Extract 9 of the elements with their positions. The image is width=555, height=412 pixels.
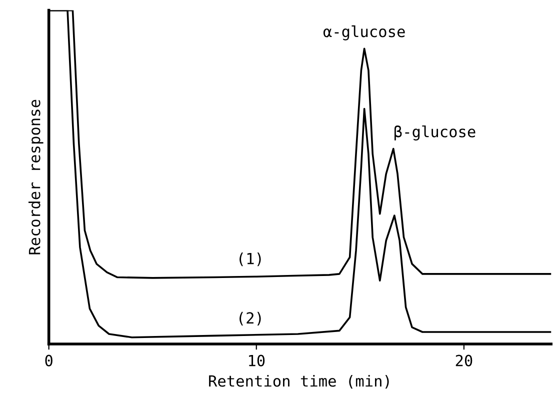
x-axis-title: Retention time (min) [209,374,389,389]
annotation: α-glucose [323,25,405,40]
x-tick-label: 10 [249,354,265,366]
annotation: β-glucose [394,125,476,140]
annotation: (2) [240,312,261,326]
annotation: (1) [240,252,261,266]
y-axis-title: Recorder response [28,100,44,254]
x-tick-label: 0 [45,354,52,366]
x-tick-label: 20 [456,354,472,366]
